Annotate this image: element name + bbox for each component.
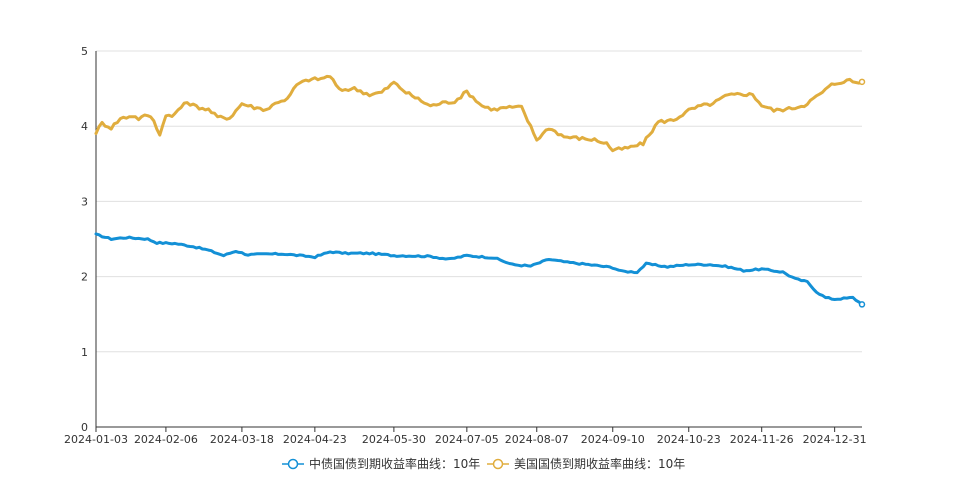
series-end-point-2[interactable] xyxy=(858,78,866,86)
y-tick-label: 3 xyxy=(81,195,88,208)
x-tick-label: 2024-01-03 xyxy=(64,433,128,446)
y-tick-label: 2 xyxy=(81,271,88,284)
y-tick-label: 1 xyxy=(81,346,88,359)
x-tick-label: 2024-11-26 xyxy=(730,433,794,446)
x-tick-label: 2024-05-30 xyxy=(362,433,426,446)
legend-item-2[interactable]: 美国国债到期收益率曲线：10年 xyxy=(487,456,685,471)
legend-marker-icon xyxy=(492,458,504,470)
legend-marker-icon xyxy=(287,458,299,470)
series-line-1[interactable] xyxy=(94,232,864,306)
legend-item-1[interactable]: 中债国债到期收益率曲线：10年 xyxy=(282,456,480,471)
x-tick-label: 2024-03-18 xyxy=(210,433,274,446)
legend-label: 美国国债到期收益率曲线：10年 xyxy=(514,456,685,471)
x-tick-label: 2024-08-07 xyxy=(505,433,569,446)
grid-lines xyxy=(96,50,862,353)
y-tick-label: 5 xyxy=(81,45,88,58)
legend-label: 中债国债到期收益率曲线：10年 xyxy=(309,456,480,471)
x-tick-label: 2024-12-31 xyxy=(803,433,867,446)
axes: 0 1 2 3 4 5 2024-01-03 2024-02-06 2024-03-18 2024… xyxy=(64,45,867,446)
x-tick-label: 2024-09-10 xyxy=(581,433,645,446)
x-tick-label: 2024-07-05 xyxy=(435,433,499,446)
legend: 中债国债到期收益率曲线：10年 美国国债到期收益率曲线：10年 xyxy=(282,456,685,471)
x-tick-label: 2024-04-23 xyxy=(283,433,347,446)
x-tick-label: 2024-10-23 xyxy=(657,433,721,446)
y-tick-label: 0 xyxy=(81,421,88,434)
x-tick-label: 2024-02-06 xyxy=(134,433,198,446)
y-tick-label: 4 xyxy=(81,120,88,133)
series-lines xyxy=(94,74,866,308)
series-line-2[interactable] xyxy=(94,74,864,153)
series-end-point-1[interactable] xyxy=(858,301,866,308)
